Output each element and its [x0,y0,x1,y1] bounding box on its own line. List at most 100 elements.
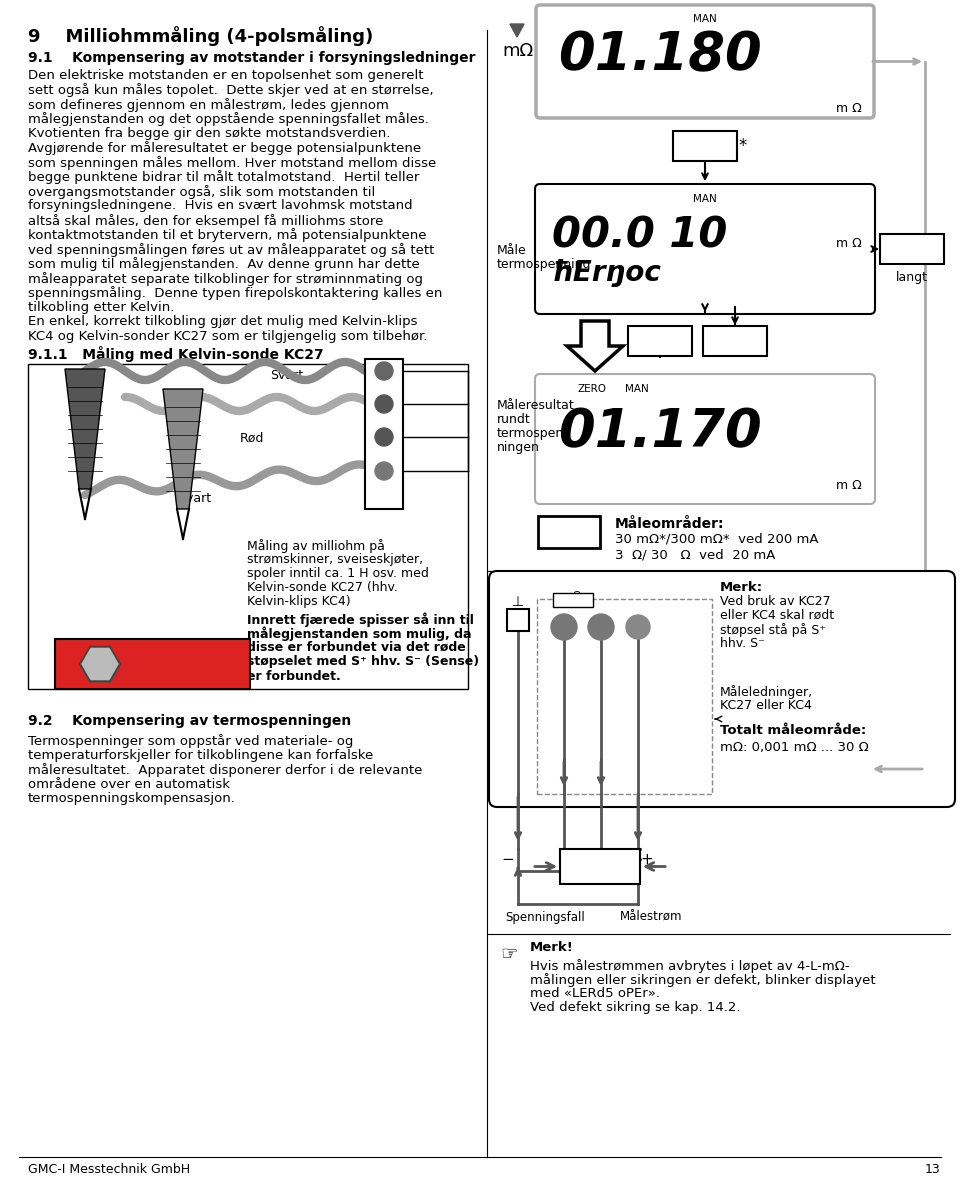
Circle shape [375,361,393,380]
Text: mΩ: mΩ [502,42,533,59]
Text: kontaktmotstanden til et brytervern, må potensialpunktene: kontaktmotstanden til et brytervern, må … [28,228,426,243]
Text: Måleområder:: Måleområder: [615,517,725,531]
Text: 13: 13 [924,1163,940,1176]
Text: Måleresultat: Måleresultat [497,400,575,413]
Text: Avgjørende for måleresultatet er begge potensialpunktene: Avgjørende for måleresultatet er begge p… [28,141,421,156]
Text: KC27 eller KC4: KC27 eller KC4 [720,699,812,712]
Text: KC4 og Kelvin-sonder KC27 som er tilgjengelig som tilbehør.: KC4 og Kelvin-sonder KC27 som er tilgjen… [28,331,427,342]
Text: Merk!: Merk! [530,940,574,954]
Text: er forbundet.: er forbundet. [247,669,341,682]
Text: 00.0 10: 00.0 10 [552,214,728,256]
Text: Kelvin-sonde KC27 (hhv.: Kelvin-sonde KC27 (hhv. [247,581,397,594]
Text: −: − [502,851,515,867]
Text: mΩ: mΩ [370,405,376,417]
Text: hhv. S⁻: hhv. S⁻ [720,637,765,650]
Polygon shape [163,389,203,509]
Text: ved spenningsmålingen føres ut av måleapparatet og så tett: ved spenningsmålingen føres ut av måleap… [28,243,434,257]
Text: GMC-I Messtechnik GmbH: GMC-I Messtechnik GmbH [28,1163,190,1176]
Circle shape [375,463,393,480]
Text: 9.1    Kompensering av motstander i forsyningsledninger: 9.1 Kompensering av motstander i forsyni… [28,51,475,65]
Text: spenningsmåling.  Denne typen firepolskontaktering kalles en: spenningsmåling. Denne typen firepolskon… [28,287,443,301]
Circle shape [588,614,614,640]
Text: disse er forbundet via det røde: disse er forbundet via det røde [247,641,466,654]
Text: strømskinner, sveiseskjøter,: strømskinner, sveiseskjøter, [247,553,423,566]
Text: S⁻: S⁻ [558,622,570,633]
Text: ZERO: ZERO [578,384,607,394]
FancyBboxPatch shape [538,516,600,548]
Text: 01.180: 01.180 [558,29,761,81]
Text: VΩ°C: VΩ°C [625,623,651,631]
Text: sett også kun måles topolet.  Dette skjer ved at en størrelse,: sett også kun måles topolet. Dette skjer… [28,83,434,97]
Text: FUNC: FUNC [716,334,754,347]
Text: MAN: MAN [693,194,717,205]
Text: KC·C: KC·C [375,499,393,508]
Text: mΩ: 0,001 mΩ ... 30 Ω: mΩ: 0,001 mΩ ... 30 Ω [720,741,869,754]
Text: m Ω: m Ω [836,102,862,115]
Text: Svart: Svart [178,492,211,505]
Text: 9.2    Kompensering av termospenningen: 9.2 Kompensering av termospenningen [28,715,351,728]
Text: FUNC: FUNC [641,334,679,347]
Text: som spenningen måles mellom. Hver motstand mellom disse: som spenningen måles mellom. Hver motsta… [28,156,436,170]
Text: ⊥: ⊥ [512,594,524,609]
FancyBboxPatch shape [628,326,692,356]
Text: langt: langt [896,271,928,284]
Polygon shape [510,24,524,37]
Text: Ved bruk av KC27: Ved bruk av KC27 [720,594,830,608]
FancyBboxPatch shape [536,5,874,118]
FancyBboxPatch shape [673,131,737,161]
Text: FUNC: FUNC [686,139,724,152]
Text: områdene over en automatisk: områdene over en automatisk [28,778,230,791]
Text: ħErŋoc: ħErŋoc [552,259,661,287]
Text: Termospenninger som oppstår ved materiale- og: Termospenninger som oppstår ved material… [28,734,353,748]
Text: 30 mΩ*/300 mΩ*  ved 200 mA: 30 mΩ*/300 mΩ* ved 200 mA [615,533,819,546]
Bar [553,593,593,608]
Text: måleresultatet.  Apparatet disponerer derfor i de relevante: måleresultatet. Apparatet disponerer der… [28,763,422,776]
Text: 01.170: 01.170 [558,405,761,458]
Text: mΩ: mΩ [563,591,582,600]
Text: Spenningsfall: Spenningsfall [505,911,585,924]
Polygon shape [567,321,623,371]
Text: termospenning: termospenning [497,258,591,271]
Bar [55,638,250,688]
Text: begge punktene bidrar til målt totalmotstand.  Hertil teller: begge punktene bidrar til målt totalmots… [28,170,420,184]
Text: Totalt måleområde:: Totalt måleområde: [720,724,866,737]
Bar [537,599,712,794]
Text: 9    Milliohmmåling (4-polsmåling): 9 Milliohmmåling (4-polsmåling) [28,26,373,46]
Text: temperaturforskjeller for tilkoblingene kan forfalske: temperaturforskjeller for tilkoblingene … [28,749,373,761]
FancyBboxPatch shape [489,571,955,807]
Text: rundt: rundt [497,413,531,426]
Circle shape [626,615,650,638]
Text: Rød: Rød [240,432,264,445]
Text: MAN: MAN [625,384,649,394]
Text: termospen-: termospen- [497,427,568,440]
Text: MAN: MAN [552,526,587,539]
Text: ningen: ningen [497,441,540,454]
FancyBboxPatch shape [535,184,875,314]
Text: med «LERd5 oPEr».: med «LERd5 oPEr». [530,987,660,1000]
Text: som defineres gjennom en målestrøm, ledes gjennom: som defineres gjennom en målestrøm, lede… [28,97,389,112]
Text: Måleledninger,: Måleledninger, [720,685,813,699]
Text: Merk:: Merk: [720,581,763,594]
Bar [365,359,403,509]
Text: *: * [738,137,746,155]
Text: overgangsmotstander også, slik som motstanden til: overgangsmotstander også, slik som motst… [28,185,375,199]
Circle shape [375,395,393,413]
Text: 9.1.1   Måling med Kelvin-sonde KC27: 9.1.1 Måling med Kelvin-sonde KC27 [28,346,324,361]
Polygon shape [65,369,105,489]
Text: spoler inntil ca. 1 H osv. med: spoler inntil ca. 1 H osv. med [247,567,429,580]
Text: ☞: ☞ [500,945,517,964]
Text: støpsel stå på S⁺: støpsel stå på S⁺ [720,623,826,637]
Text: termospenningskompensasjon.: termospenningskompensasjon. [28,792,236,805]
Text: målegjenstanden som mulig, da: målegjenstanden som mulig, da [247,627,471,641]
Text: Målestrøm: Målestrøm [620,911,683,924]
Text: R: R [584,855,596,869]
FancyBboxPatch shape [880,234,944,264]
Text: Kvotienten fra begge gir den søkte motstandsverdien.: Kvotienten fra begge gir den søkte motst… [28,127,391,140]
Circle shape [551,614,577,640]
Text: Kelvin-klips KC4): Kelvin-klips KC4) [247,594,350,608]
FancyBboxPatch shape [703,326,767,356]
Text: m Ω: m Ω [836,237,862,250]
Text: Måle: Måle [497,244,527,257]
Text: målingen eller sikringen er defekt, blinker displayet: målingen eller sikringen er defekt, blin… [530,973,876,987]
Text: eller KC4 skal rødt: eller KC4 skal rødt [720,609,834,622]
